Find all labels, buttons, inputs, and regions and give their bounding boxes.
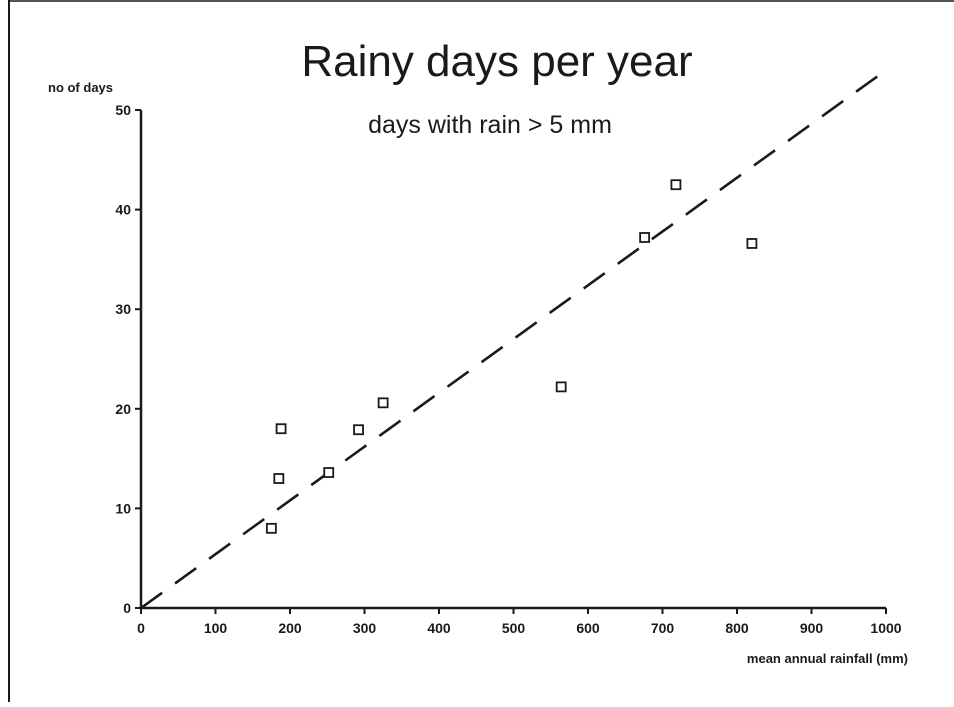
x-tick-label: 700	[651, 620, 675, 636]
data-point	[555, 381, 567, 393]
x-tick-label: 100	[204, 620, 228, 636]
y-axis-label: no of days	[48, 80, 113, 95]
x-ticks: 0 100 200 300 400 500 600 700 800 900 1000	[137, 608, 902, 636]
x-tick-label: 0	[137, 620, 145, 636]
data-point	[265, 522, 277, 534]
y-tick-label: 50	[115, 102, 131, 118]
x-tick-label: 200	[278, 620, 302, 636]
trend-line-group	[140, 69, 887, 610]
data-point	[323, 467, 335, 478]
y-ticks: 0 10 20 30 40 50	[115, 102, 141, 616]
y-tick-label: 40	[115, 202, 131, 218]
data-point	[670, 179, 682, 191]
trend-line	[140, 69, 887, 610]
data-point	[746, 238, 758, 249]
x-tick-label: 500	[502, 620, 526, 636]
y-tick-label: 0	[123, 600, 131, 616]
data-points	[265, 179, 758, 534]
x-tick-label: 900	[800, 620, 824, 636]
axes	[139, 110, 886, 610]
data-point	[639, 232, 651, 243]
y-tick-label: 20	[115, 401, 131, 417]
x-tick-label: 400	[427, 620, 451, 636]
x-tick-label: 300	[353, 620, 377, 636]
x-axis-label: mean annual rainfall (mm)	[747, 651, 908, 666]
x-tick-label: 800	[725, 620, 749, 636]
y-tick-label: 30	[115, 301, 131, 317]
data-point	[275, 423, 287, 435]
x-tick-label: 600	[576, 620, 600, 636]
data-point	[377, 397, 389, 409]
data-point	[353, 424, 364, 436]
data-point	[273, 473, 285, 484]
chart-title: Rainy days per year	[301, 37, 692, 86]
x-tick-label: 1000	[870, 620, 901, 636]
chart-subtitle: days with rain > 5 mm	[368, 111, 612, 139]
y-tick-label: 10	[115, 500, 131, 516]
